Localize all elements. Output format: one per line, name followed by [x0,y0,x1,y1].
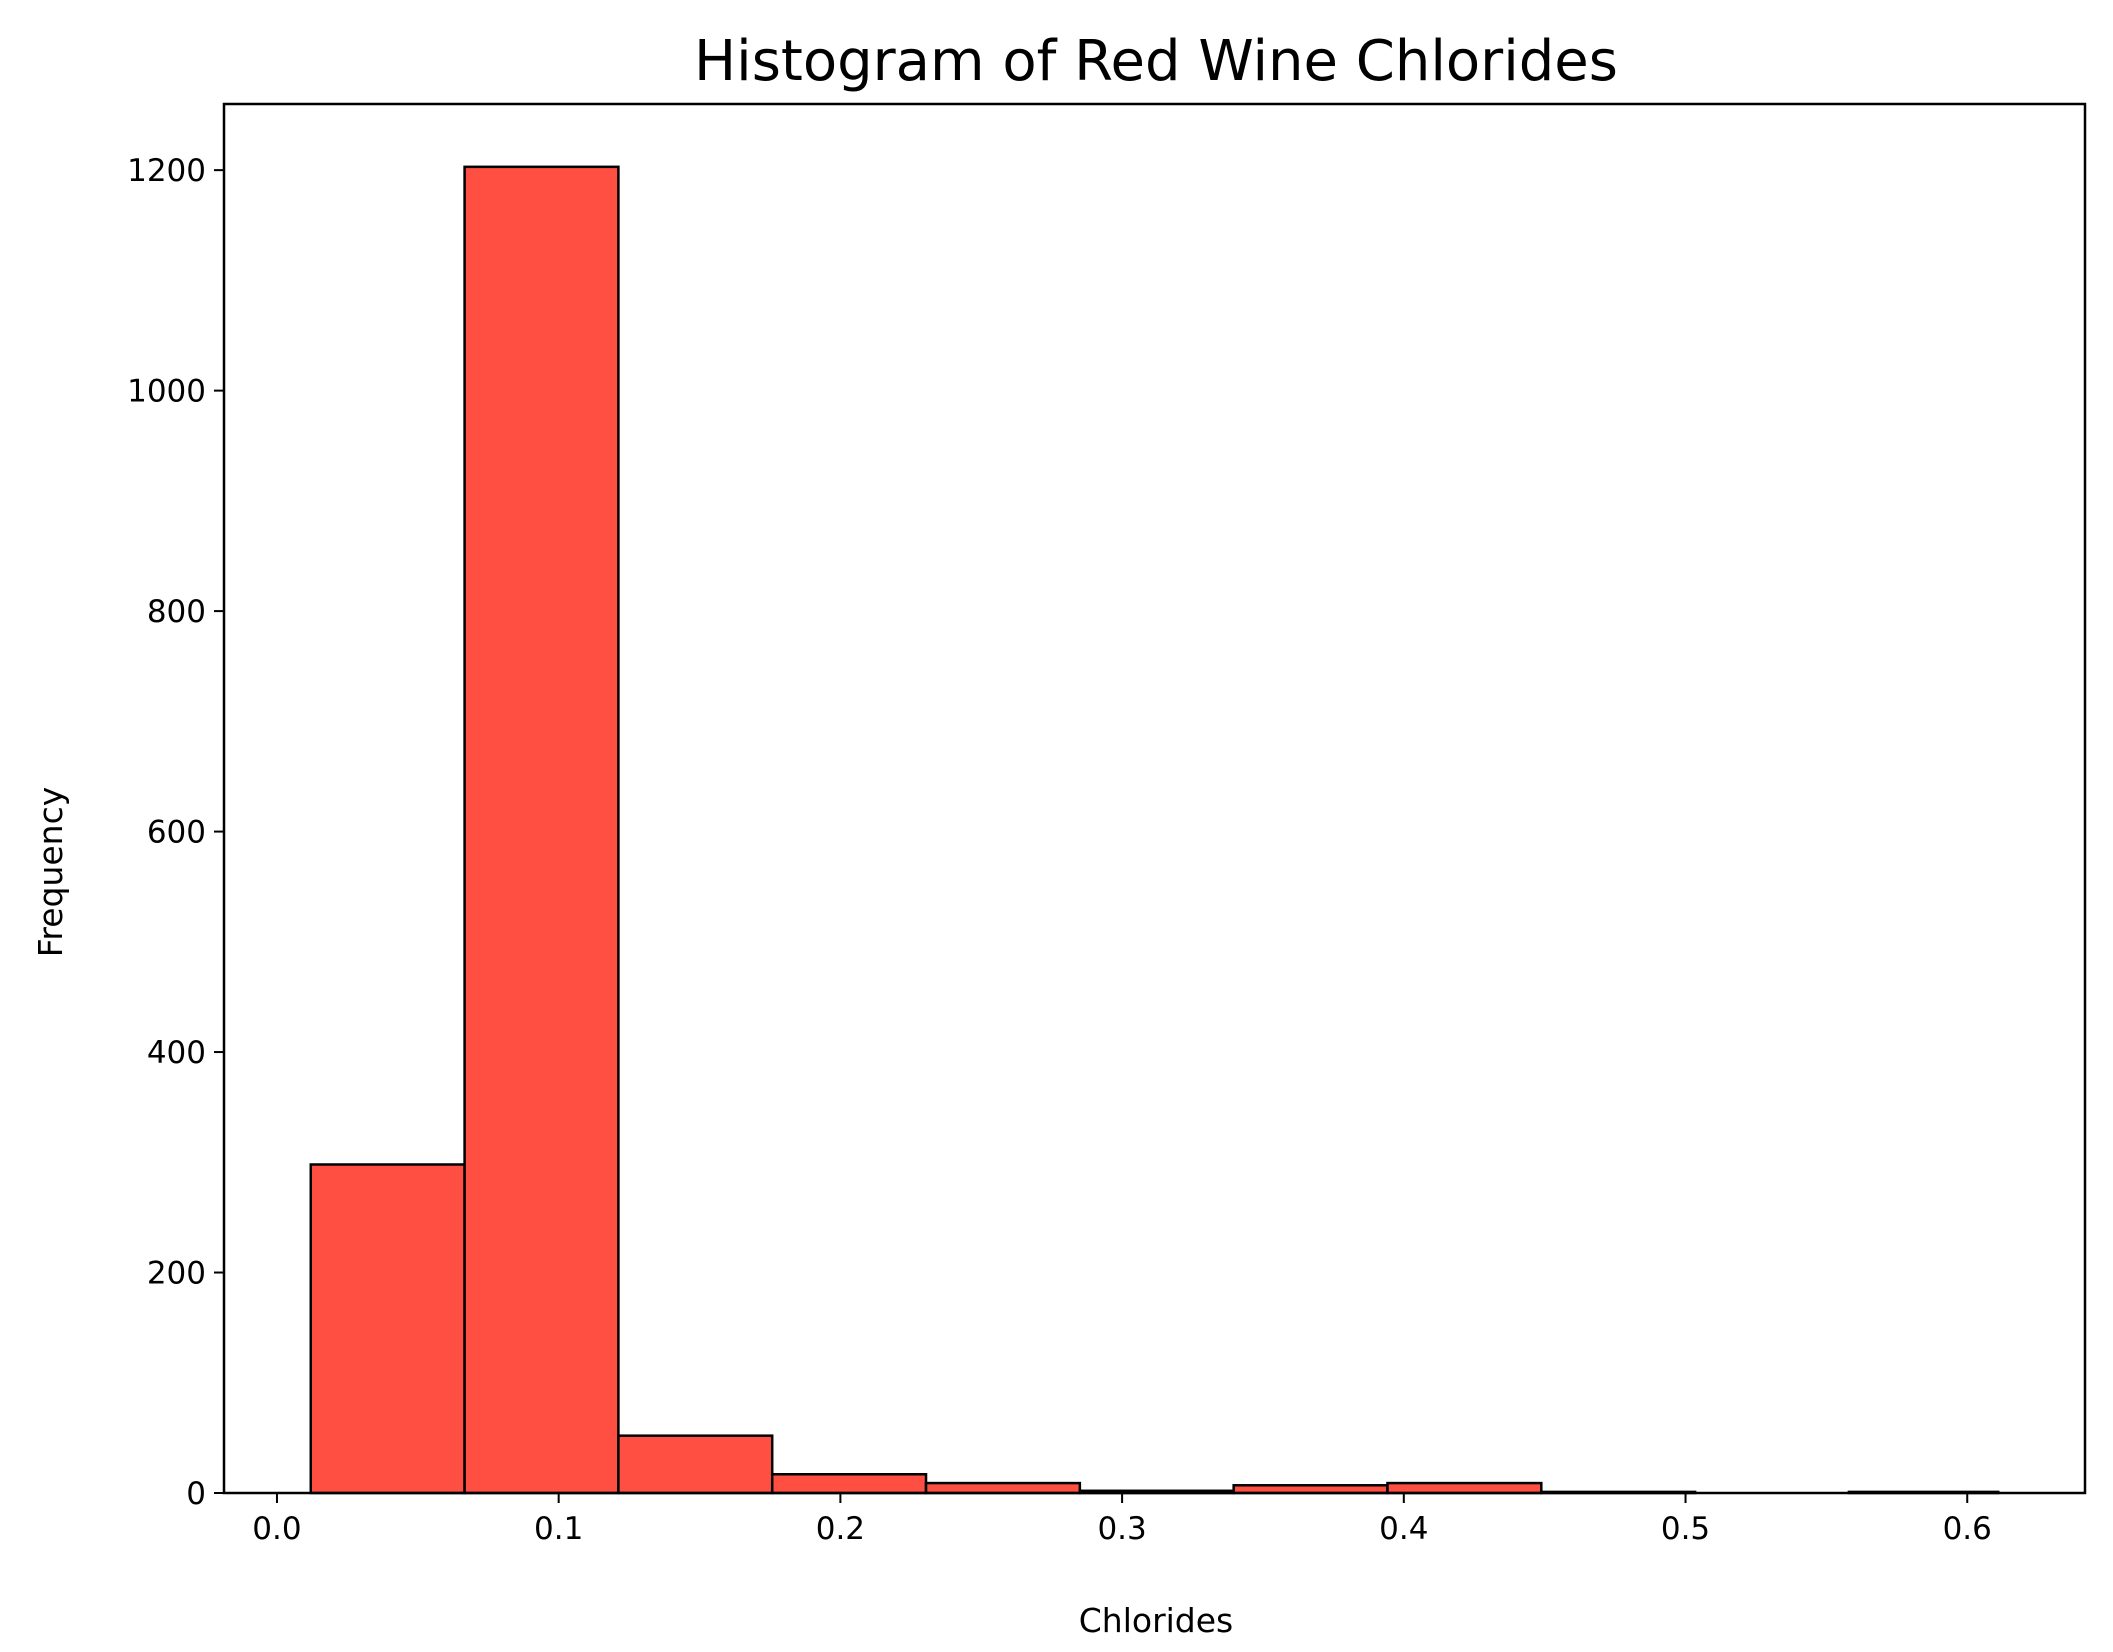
y-tick-label: 1200 [127,153,206,189]
histogram-bar [770,1473,928,1495]
y-tick-label: 0 [186,1476,206,1512]
histogram-bars [309,165,2000,1495]
y-axis-ticks: 0 200 400 600 800 1000 1200 [127,153,224,1512]
y-tick-label: 600 [147,815,206,851]
x-tick-label: 0.2 [816,1511,865,1547]
x-axis-ticks: 0.0 0.1 0.2 0.3 0.4 0.5 0.6 [252,1493,1992,1547]
x-tick-label: 0.4 [1379,1511,1428,1547]
y-axis-title: Frequency [31,787,70,957]
x-tick-label: 0.6 [1943,1511,1992,1547]
histogram-bar [617,1434,774,1495]
chart-title: Histogram of Red Wine Chlorides [694,29,1618,94]
plot-area-frame [222,102,2087,1495]
histogram-bar [1386,1481,1543,1495]
x-tick-label: 0.3 [1097,1511,1146,1547]
y-tick-label: 1000 [127,374,206,410]
y-tick-label: 800 [147,594,206,630]
histogram-bar [309,1163,466,1495]
x-tick-label: 0.1 [534,1511,583,1547]
histogram-bar [924,1481,1082,1495]
y-tick-label: 200 [147,1256,206,1292]
histogram-bar [463,165,620,1495]
y-tick-label: 400 [147,1035,206,1071]
x-tick-label: 0.5 [1661,1511,1710,1547]
x-tick-label: 0.0 [252,1511,301,1547]
x-axis-title: Chlorides [1079,1601,1234,1640]
